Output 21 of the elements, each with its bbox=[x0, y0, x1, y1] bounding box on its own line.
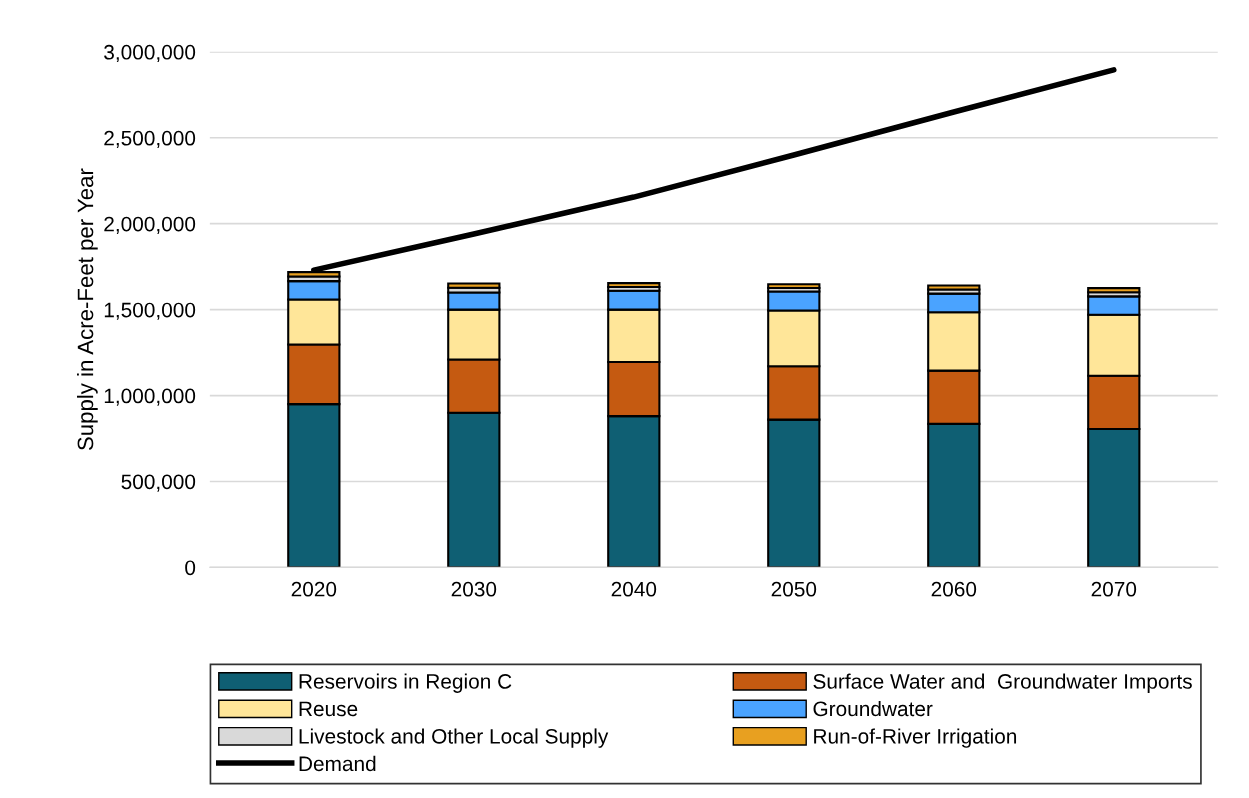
x-tick-label: 2050 bbox=[771, 581, 817, 597]
x-tick-label: 2040 bbox=[611, 581, 657, 597]
legend-label: Groundwater bbox=[813, 700, 933, 717]
y-tick-label: 1,000,000 bbox=[104, 388, 196, 406]
x-tick-label: 2060 bbox=[931, 581, 977, 597]
y-tick-label: 500,000 bbox=[121, 474, 196, 492]
legend-label: Surface Water and Groundwater Imports bbox=[813, 673, 1192, 693]
x-tick-label: 2020 bbox=[291, 581, 337, 597]
y-tick-label: 3,000,000 bbox=[104, 44, 196, 63]
legend-label: Run-of-River Irrigation bbox=[814, 728, 1017, 748]
legend-label: Reuse bbox=[299, 701, 358, 717]
y-tick-label: 1,500,000 bbox=[104, 302, 196, 320]
x-tick-label: 2070 bbox=[1091, 581, 1137, 597]
legend-label: Reservoirs in Region C bbox=[299, 673, 512, 693]
y-tick-label: 2,000,000 bbox=[104, 216, 196, 234]
legend-label: Livestock and Other Local Supply bbox=[299, 728, 609, 748]
y-tick-label: 0 bbox=[185, 560, 196, 576]
y-axis-title: Supply in Acre-Feet per Year bbox=[77, 168, 98, 451]
x-tick-label: 2030 bbox=[451, 581, 497, 597]
legend-label: Demand bbox=[299, 755, 376, 772]
y-tick-label: 2,500,000 bbox=[104, 130, 196, 148]
